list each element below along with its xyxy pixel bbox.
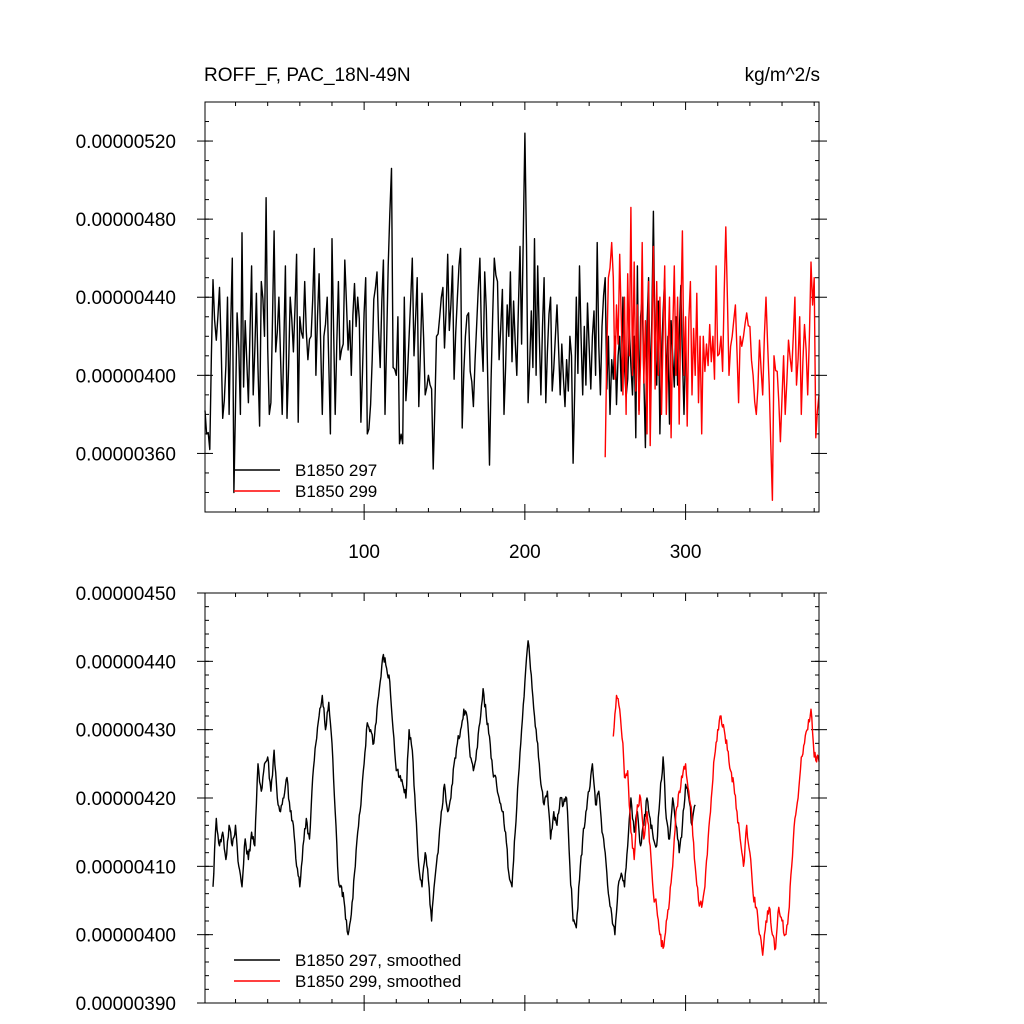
y-tick-label-6: 0.00000450 (76, 584, 176, 605)
y-tick-label-4: 0.00000520 (76, 132, 176, 153)
axis-ticks: 0.00000390 0.00000400 0.00000410 0.00000420… (76, 584, 827, 1015)
legend-label-0: B1850 297, smoothed (295, 951, 461, 970)
legend: B1850 297 B1850 299 (234, 461, 377, 501)
series-lines (212, 640, 820, 956)
plot-frame (204, 101, 820, 513)
y-tick-label-5: 0.00000440 (76, 652, 176, 673)
y-tick-label-0: 0.00000360 (76, 444, 176, 465)
smoothed-series-panel: 0.00000390 0.00000400 0.00000410 0.00000420… (76, 584, 827, 1015)
legend-label-0: B1850 297 (295, 461, 377, 480)
y-tick-label-0: 0.00000390 (76, 994, 176, 1015)
y-tick-label-3: 0.00000420 (76, 789, 176, 810)
units-label: kg/m^2/s (745, 65, 820, 86)
x-tick-label-200: 200 (509, 542, 541, 563)
plot-frame (204, 592, 820, 1004)
legend-label-1: B1850 299 (295, 482, 377, 501)
x-tick-label-300: 300 (670, 542, 702, 563)
axis-ticks: 100 200 300 0.00000360 0.00000400 0.00000440 0… (76, 101, 827, 563)
panel-title: ROFF_F, PAC_18N-49N (204, 65, 411, 86)
legend: B1850 297, smoothed B1850 299, smoothed (234, 951, 461, 991)
y-tick-label-4: 0.00000430 (76, 721, 176, 742)
series-line-0 (204, 132, 687, 494)
y-tick-label-1: 0.00000400 (76, 366, 176, 387)
series-lines (204, 132, 820, 501)
raw-series-panel: ROFF_F, PAC_18N-49N kg/m^2/s 100 200 300 0.… (76, 65, 827, 563)
y-tick-label-1: 0.00000400 (76, 926, 176, 947)
x-tick-label-100: 100 (348, 542, 380, 563)
series-line-1 (604, 206, 820, 501)
y-tick-label-2: 0.00000440 (76, 288, 176, 309)
y-tick-label-3: 0.00000480 (76, 210, 176, 231)
y-tick-label-2: 0.00000410 (76, 857, 176, 878)
legend-label-1: B1850 299, smoothed (295, 972, 461, 991)
series-line-0 (212, 640, 696, 936)
series-line-1 (612, 694, 820, 956)
